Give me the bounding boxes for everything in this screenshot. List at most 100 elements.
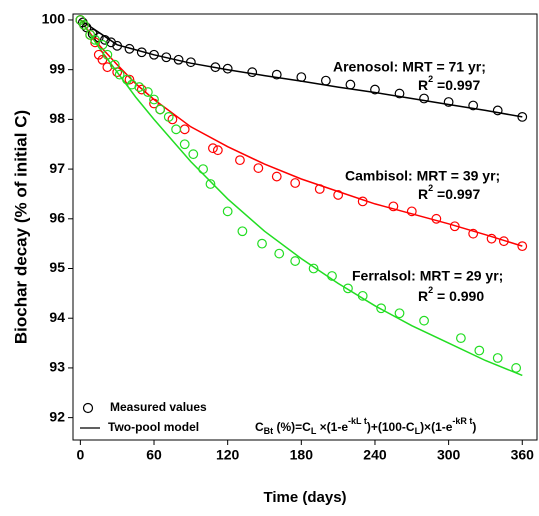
r2-sup: 2 (428, 74, 433, 84)
measured-point (468, 100, 479, 111)
measured-point (333, 190, 344, 200)
measured-point (235, 155, 245, 166)
measured-point (79, 20, 89, 30)
measured-point (112, 40, 123, 51)
formula-part: Bt (264, 426, 274, 436)
measured-point (198, 164, 209, 174)
measured-point (134, 82, 145, 92)
measured-point (122, 74, 132, 85)
measured-point (85, 29, 96, 40)
measured-point (149, 49, 159, 60)
measured-point (124, 43, 135, 54)
y-tick-label: 97 (49, 160, 65, 176)
formula-part: ) (472, 420, 476, 434)
measured-point (274, 248, 285, 259)
r2-sup: 2 (428, 285, 433, 295)
measured-point (271, 69, 282, 80)
y-tick-label: 98 (49, 110, 65, 126)
measured-point (357, 290, 368, 301)
measured-point (124, 74, 135, 85)
x-tick-label: 300 (437, 447, 461, 463)
x-axis-label: Time (days) (263, 489, 346, 506)
measured-point (419, 315, 429, 326)
x-tick-label: 0 (76, 447, 84, 463)
measured-point (149, 98, 159, 109)
measured-point (376, 303, 387, 314)
measured-point (100, 34, 110, 45)
plot-frame (72, 13, 538, 441)
measured-point (97, 54, 108, 65)
y-tick-label: 99 (49, 60, 65, 76)
model-formula: CBt (%)=CL ×(1-e-kL t)+(100-CL)×(1-e-kR … (255, 416, 476, 436)
x-tick-label: 180 (290, 447, 314, 463)
measured-point (253, 163, 264, 173)
measured-point (308, 263, 319, 274)
measured-point (357, 196, 368, 207)
y-tick-label: 95 (49, 259, 65, 275)
r2-base: R (418, 77, 428, 93)
annotation: Arenosol: MRT = 71 yr; (333, 59, 486, 75)
measured-point (431, 213, 442, 224)
measured-point (173, 54, 184, 65)
x-tick-label: 240 (363, 447, 387, 463)
y-tick-label: 92 (49, 408, 65, 424)
measured-point (90, 34, 100, 45)
measured-point (179, 124, 190, 135)
measured-point (222, 63, 233, 74)
measured-point (163, 111, 174, 122)
r2-base: R (418, 186, 428, 202)
measured-point (109, 59, 120, 70)
formula-part: L (415, 426, 421, 436)
formula-part: )×(1-e (420, 420, 453, 434)
y-tick-label: 94 (49, 309, 65, 325)
r2-sup: 2 (428, 183, 433, 193)
legend-label: Measured values (110, 400, 207, 414)
formula-part: )+(100-C (367, 420, 415, 434)
x-tick-label: 360 (511, 447, 535, 463)
x-tick-label: 120 (216, 447, 240, 463)
formula-part: L (311, 426, 317, 436)
measured-point (449, 221, 460, 232)
measured-point (517, 111, 528, 122)
measured-point (114, 69, 125, 80)
measured-point (394, 308, 405, 319)
measured-point (370, 84, 380, 95)
measured-point (498, 236, 509, 247)
measured-point (443, 97, 454, 107)
measured-point (290, 178, 301, 188)
measured-point (394, 88, 405, 99)
measured-point (205, 179, 216, 189)
measured-point (142, 87, 153, 97)
annotation-r2: R2 = 0.990 (418, 285, 484, 303)
r2-value: =0.997 (433, 186, 480, 202)
measured-point (185, 57, 196, 68)
annotation-r2: R2 =0.997 (418, 74, 480, 92)
legend-marker (82, 402, 94, 414)
measured-point (210, 62, 221, 73)
measured-point (257, 238, 267, 249)
measured-point (102, 49, 113, 60)
annotation: Ferralsol: MRT = 29 yr; (352, 268, 503, 284)
measured-point (161, 52, 172, 63)
measured-point (136, 84, 147, 95)
measured-point (149, 94, 159, 105)
measured-point (345, 79, 356, 90)
y-tick-label: 93 (49, 359, 65, 375)
measured-point (247, 67, 258, 78)
measured-point (136, 47, 147, 58)
measured-point (155, 104, 166, 115)
measured-point (511, 363, 522, 373)
model-curve (79, 19, 523, 247)
measured-point (97, 39, 108, 50)
measured-point (343, 283, 353, 294)
y-axis-label: Biochar decay (% of initial C) (11, 110, 30, 344)
formula-part: -kR t (452, 416, 472, 426)
r2-value: =0.997 (433, 77, 480, 93)
measured-point (314, 184, 325, 194)
annotation: Cambisol: MRT = 39 yr; (345, 168, 500, 184)
formula-part: C (255, 420, 264, 434)
x-tick-label: 60 (146, 447, 162, 463)
measured-point (474, 345, 485, 356)
y-tick-label: 100 (42, 11, 66, 27)
